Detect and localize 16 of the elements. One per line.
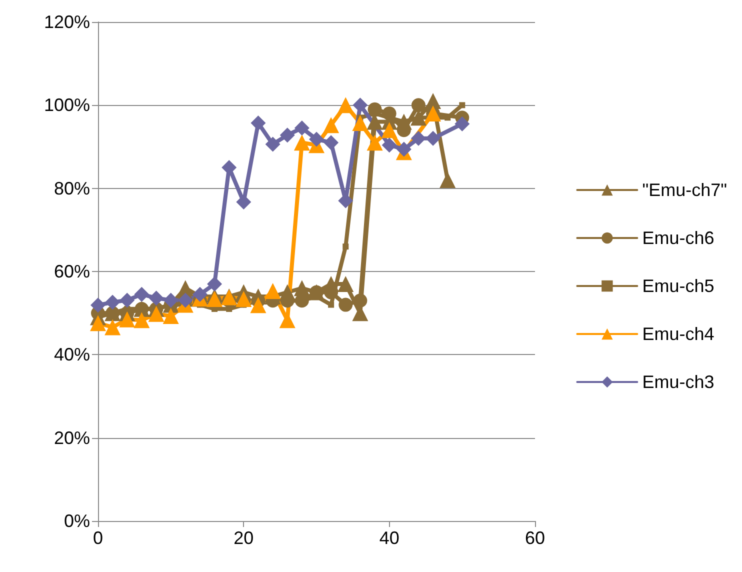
x-tick-label: 20 bbox=[234, 528, 254, 548]
legend-label: Emu-ch5 bbox=[642, 276, 714, 296]
x-tick-label: 60 bbox=[524, 528, 546, 548]
y-tick-label: 120% bbox=[44, 12, 90, 32]
y-tick-label: 40% bbox=[54, 344, 90, 365]
legend-label: Emu-ch6 bbox=[642, 228, 714, 248]
legend-label: "Emu-ch7" bbox=[642, 180, 728, 200]
y-tick-label: 20% bbox=[54, 428, 90, 448]
x-tick-label: 40 bbox=[379, 528, 400, 548]
y-tick-label: 80% bbox=[54, 178, 90, 198]
y-tick-label: 60% bbox=[54, 262, 90, 282]
y-tick-label: 0% bbox=[64, 511, 90, 531]
legend-label: Emu-ch4 bbox=[642, 324, 714, 344]
legend-label: Emu-ch3 bbox=[642, 372, 714, 392]
x-tick-label: 0 bbox=[92, 528, 104, 548]
y-tick-label: 100% bbox=[44, 95, 90, 116]
